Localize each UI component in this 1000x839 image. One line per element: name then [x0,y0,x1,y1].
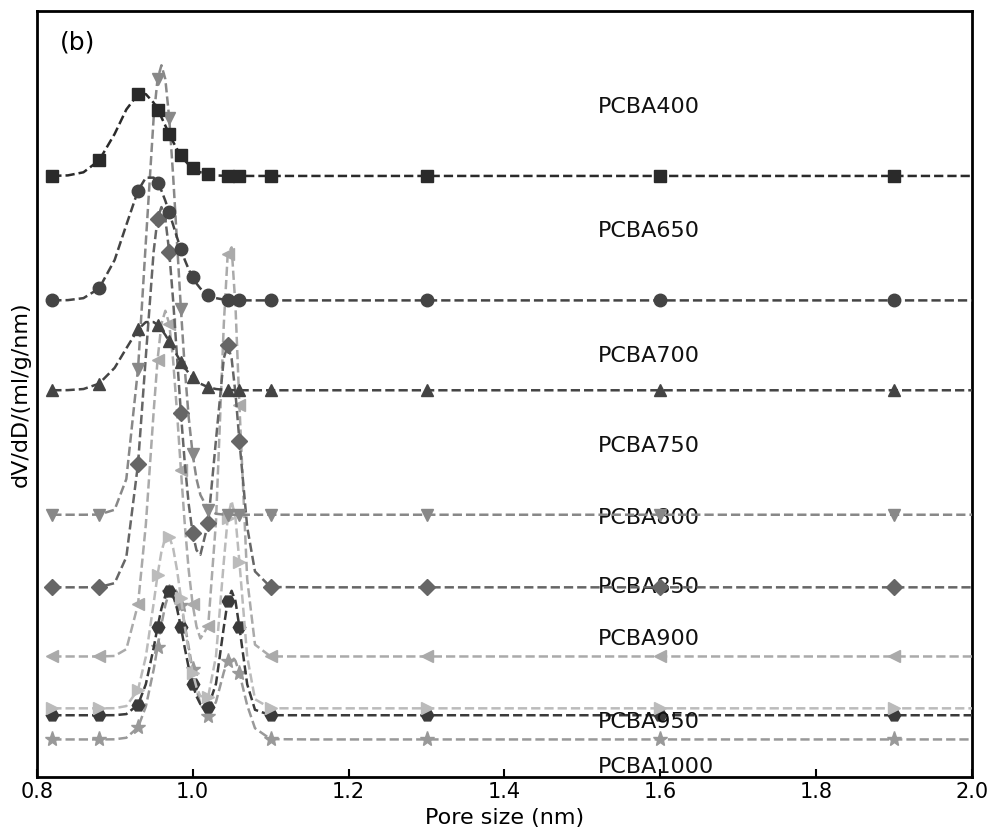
Text: PCBA650: PCBA650 [598,221,700,242]
Text: PCBA900: PCBA900 [598,629,700,649]
Text: PCBA1000: PCBA1000 [598,757,714,777]
Text: PCBA950: PCBA950 [598,712,700,732]
Y-axis label: dV/dD/(ml/g/nm): dV/dD/(ml/g/nm) [11,301,31,487]
Text: PCBA750: PCBA750 [598,435,700,456]
X-axis label: Pore size (nm): Pore size (nm) [425,808,584,828]
Text: (b): (b) [60,30,95,55]
Text: PCBA850: PCBA850 [598,577,700,597]
Text: PCBA400: PCBA400 [598,96,700,117]
Text: PCBA800: PCBA800 [598,508,700,529]
Text: PCBA700: PCBA700 [598,346,700,366]
